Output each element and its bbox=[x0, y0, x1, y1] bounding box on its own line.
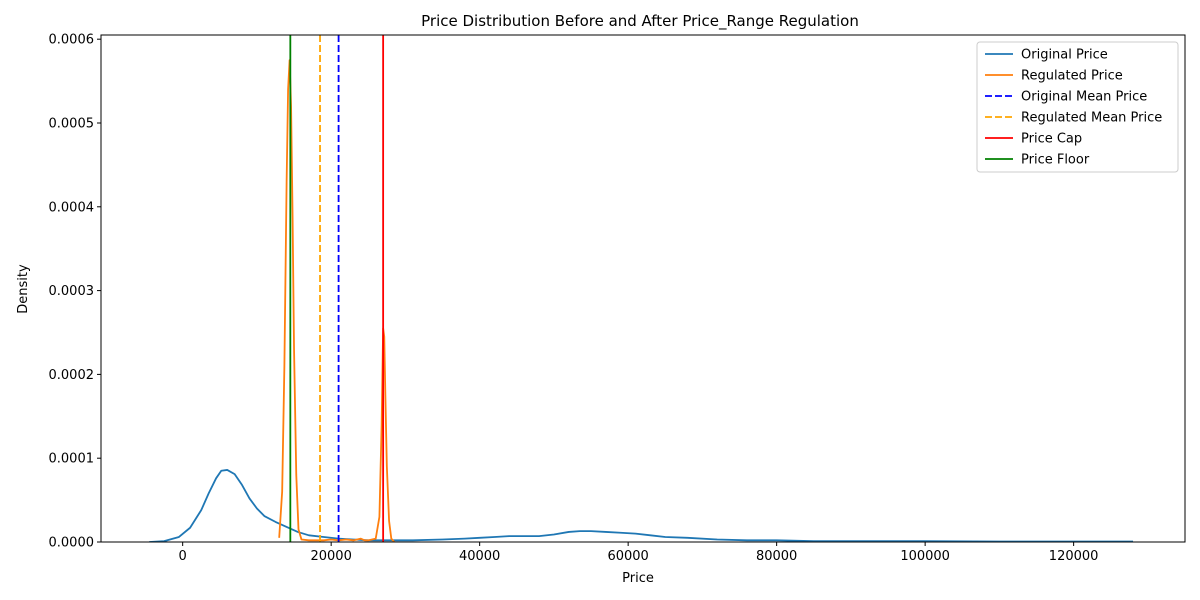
x-tick-label: 0 bbox=[179, 549, 187, 564]
y-tick-label: 0.0003 bbox=[49, 284, 95, 299]
reference-lines-layer bbox=[289, 35, 385, 542]
series-line-original-price bbox=[149, 469, 1134, 542]
x-tick-label: 40000 bbox=[459, 549, 500, 564]
x-axis-ticks: 0 20000 40000 60000 80000 100000 120000 bbox=[179, 542, 1099, 564]
x-tick-label: 20000 bbox=[310, 549, 351, 564]
y-axis-ticks: 0.0000 0.0001 0.0002 0.0003 0.0004 0.0005 0.00… bbox=[49, 33, 101, 551]
legend-label-price-cap: Price Cap bbox=[1021, 132, 1082, 147]
legend: Original Price Regulated Price Original Me… bbox=[976, 41, 1179, 173]
legend-label-original-price: Original Price bbox=[1021, 48, 1108, 63]
y-axis-title: Density bbox=[16, 264, 31, 314]
x-tick-label: 60000 bbox=[607, 549, 648, 564]
x-tick-label: 100000 bbox=[900, 549, 950, 564]
legend-label-original-mean-price: Original Mean Price bbox=[1021, 90, 1147, 105]
y-tick-label: 0.0006 bbox=[49, 33, 95, 48]
y-tick-label: 0.0000 bbox=[49, 536, 95, 551]
y-tick-label: 0.0005 bbox=[49, 116, 95, 131]
legend-label-regulated-price: Regulated Price bbox=[1021, 69, 1123, 84]
y-tick-label: 0.0004 bbox=[49, 200, 95, 215]
y-tick-label: 0.0001 bbox=[49, 452, 95, 467]
x-axis-title: Price bbox=[622, 571, 654, 586]
plot-frame bbox=[100, 34, 1186, 543]
x-tick-label: 80000 bbox=[756, 549, 797, 564]
legend-label-price-floor: Price Floor bbox=[1021, 153, 1090, 168]
x-tick-label: 120000 bbox=[1049, 549, 1099, 564]
chart-title: Price Distribution Before and After Pric… bbox=[421, 12, 859, 31]
legend-label-regulated-mean-price: Regulated Mean Price bbox=[1021, 111, 1162, 126]
y-tick-label: 0.0002 bbox=[49, 368, 95, 383]
legend-box bbox=[976, 41, 1179, 173]
